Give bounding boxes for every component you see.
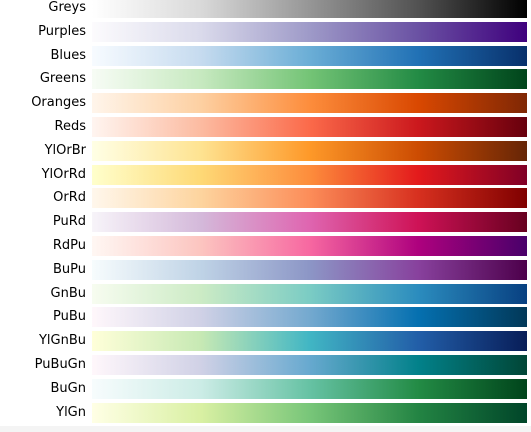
colormap-gradient-bar (92, 212, 527, 233)
colormap-label: YlOrRd (41, 166, 86, 182)
colormap-row: YlGn (0, 402, 531, 423)
colormap-label: Greys (48, 0, 86, 15)
colormap-row: Oranges (0, 93, 531, 114)
colormap-row: Greens (0, 69, 531, 90)
colormap-label: RdPu (52, 238, 86, 253)
colormap-row: Purples (0, 21, 531, 42)
colormap-label: YlGnBu (38, 333, 86, 349)
colormap-row: OrRd (0, 188, 531, 209)
figure-bottom-band (0, 426, 531, 432)
colormap-gradient-bar (92, 164, 527, 185)
colormap-gradient-bar (92, 402, 527, 423)
colormap-gradient-bar (92, 140, 527, 161)
colormap-label: Blues (50, 47, 86, 63)
colormap-row: RdPu (0, 236, 531, 256)
colormap-label: PuBu (52, 309, 86, 325)
colormap-gradient-bar (92, 307, 527, 328)
colormap-gradient-bar (92, 117, 527, 137)
colormap-gradient-bar (92, 45, 527, 66)
colormap-label: PuBuGn (34, 357, 86, 372)
colormap-label: YlOrBr (44, 142, 86, 158)
colormap-row: YlOrRd (0, 164, 531, 185)
colormap-row: Greys (0, 0, 531, 18)
colormap-gradient-bar (92, 355, 527, 375)
colormap-label: GnBu (50, 285, 86, 301)
colormap-row: YlGnBu (0, 331, 531, 352)
colormap-gradient-bar (92, 188, 527, 209)
colormap-label: YlGn (56, 404, 86, 420)
colormap-row: Blues (0, 45, 531, 66)
colormap-label: Greens (39, 71, 86, 87)
colormap-gradient-bar (92, 69, 527, 90)
colormap-row: GnBu (0, 283, 531, 304)
colormap-gradient-bar (92, 378, 527, 399)
colormap-gradient-bar (92, 283, 527, 304)
colormap-gradient-bar (92, 93, 527, 114)
colormap-label: BuGn (50, 380, 86, 396)
colormap-label: Oranges (31, 95, 86, 111)
colormap-row: YlOrBr (0, 140, 531, 161)
colormap-label: OrRd (53, 190, 86, 206)
colormap-row: PuRd (0, 212, 531, 233)
colormap-row: BuGn (0, 378, 531, 399)
colormap-label: BuPu (52, 261, 86, 277)
colormap-row: PuBu (0, 307, 531, 328)
colormap-label: PuRd (52, 214, 86, 230)
colormap-label: Reds (54, 119, 86, 134)
colormap-gradient-bar (92, 236, 527, 256)
colormap-gradient-bar (92, 259, 527, 280)
colormap-row: Reds (0, 117, 531, 137)
colormap-gradient-bar (92, 331, 527, 352)
colormap-gradient-bar (92, 0, 527, 18)
colormap-label: Purples (38, 23, 86, 39)
colormap-row: PuBuGn (0, 355, 531, 375)
colormap-row: BuPu (0, 259, 531, 280)
colormap-gradient-bar (92, 21, 527, 42)
